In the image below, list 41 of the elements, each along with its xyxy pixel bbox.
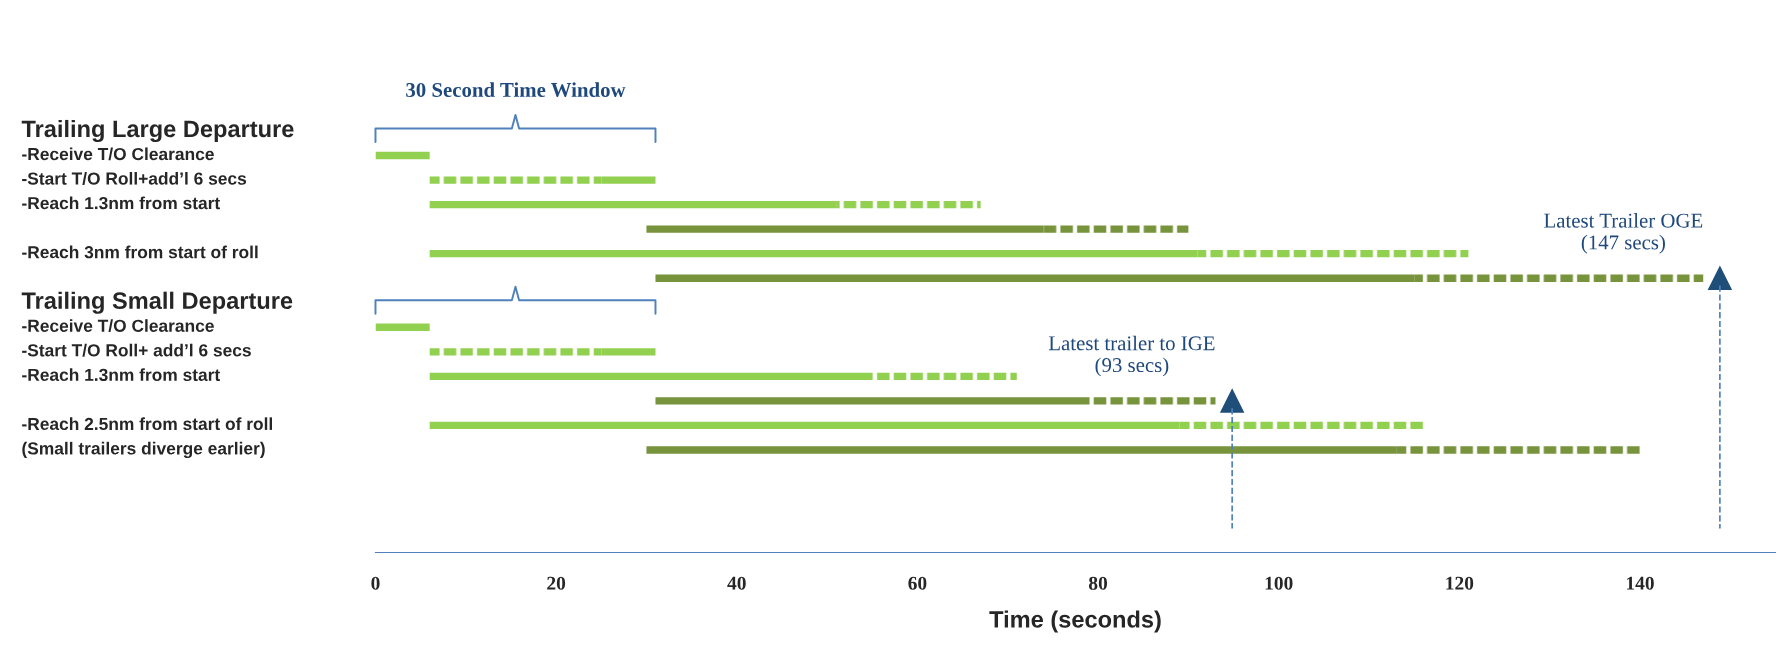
y-tick-label: -Reach 3nm from start of roll <box>22 245 258 259</box>
bar <box>655 274 1415 282</box>
bar <box>429 176 602 184</box>
bar <box>1396 446 1640 454</box>
y-tick-label: -Receive T/O Clearance <box>22 319 214 333</box>
bar <box>429 249 1198 258</box>
x-tick-label: 80 <box>1088 576 1108 590</box>
bar <box>655 397 1090 405</box>
y-tick-label: -Start T/O Roll+ add’l 6 secs <box>22 343 251 357</box>
x-tick-label: 140 <box>1626 576 1654 590</box>
y-tick-label: -Reach 1.3nm from start <box>22 368 220 382</box>
annotation: Latest trailer to IGE (93 secs) <box>1048 335 1215 377</box>
y-tick-label: Trailing Small Departure <box>21 291 293 314</box>
x-tick-label: 20 <box>547 576 566 590</box>
x-axis-title: Time (seconds) <box>989 610 1161 633</box>
bar <box>601 176 656 184</box>
x-tick-label: 120 <box>1446 576 1474 590</box>
bar <box>646 225 1044 233</box>
x-tick-label: 100 <box>1265 576 1293 590</box>
bar <box>601 348 656 356</box>
bar <box>429 348 602 356</box>
y-tick-label: -Start T/O Roll+add’l 6 secs <box>22 171 247 185</box>
y-tick-label: -Reach 2.5nm from start of roll <box>22 417 273 431</box>
x-tick-label: 40 <box>727 576 746 590</box>
bar <box>429 421 1180 430</box>
x-tick-label: 0 <box>371 576 380 590</box>
bar <box>375 323 430 331</box>
x-tick-label: 60 <box>908 576 927 590</box>
bar <box>1089 397 1216 405</box>
y-tick-label: Trailing Large Departure <box>21 119 294 143</box>
y-tick-label: -Receive T/O Clearance <box>22 147 214 161</box>
y-tick-label: -Reach 1.3nm from start <box>22 196 220 210</box>
y-tick-label: (Small trailers diverge earlier) <box>22 441 265 459</box>
bar <box>375 151 430 160</box>
annotation: Latest Trailer OGE (147 secs) <box>1544 213 1703 254</box>
bar <box>646 446 1397 454</box>
bar <box>429 372 873 381</box>
text: 30 Second Time Window <box>406 82 626 98</box>
bar <box>1043 225 1189 233</box>
bar <box>429 200 837 209</box>
bar <box>1414 274 1704 282</box>
